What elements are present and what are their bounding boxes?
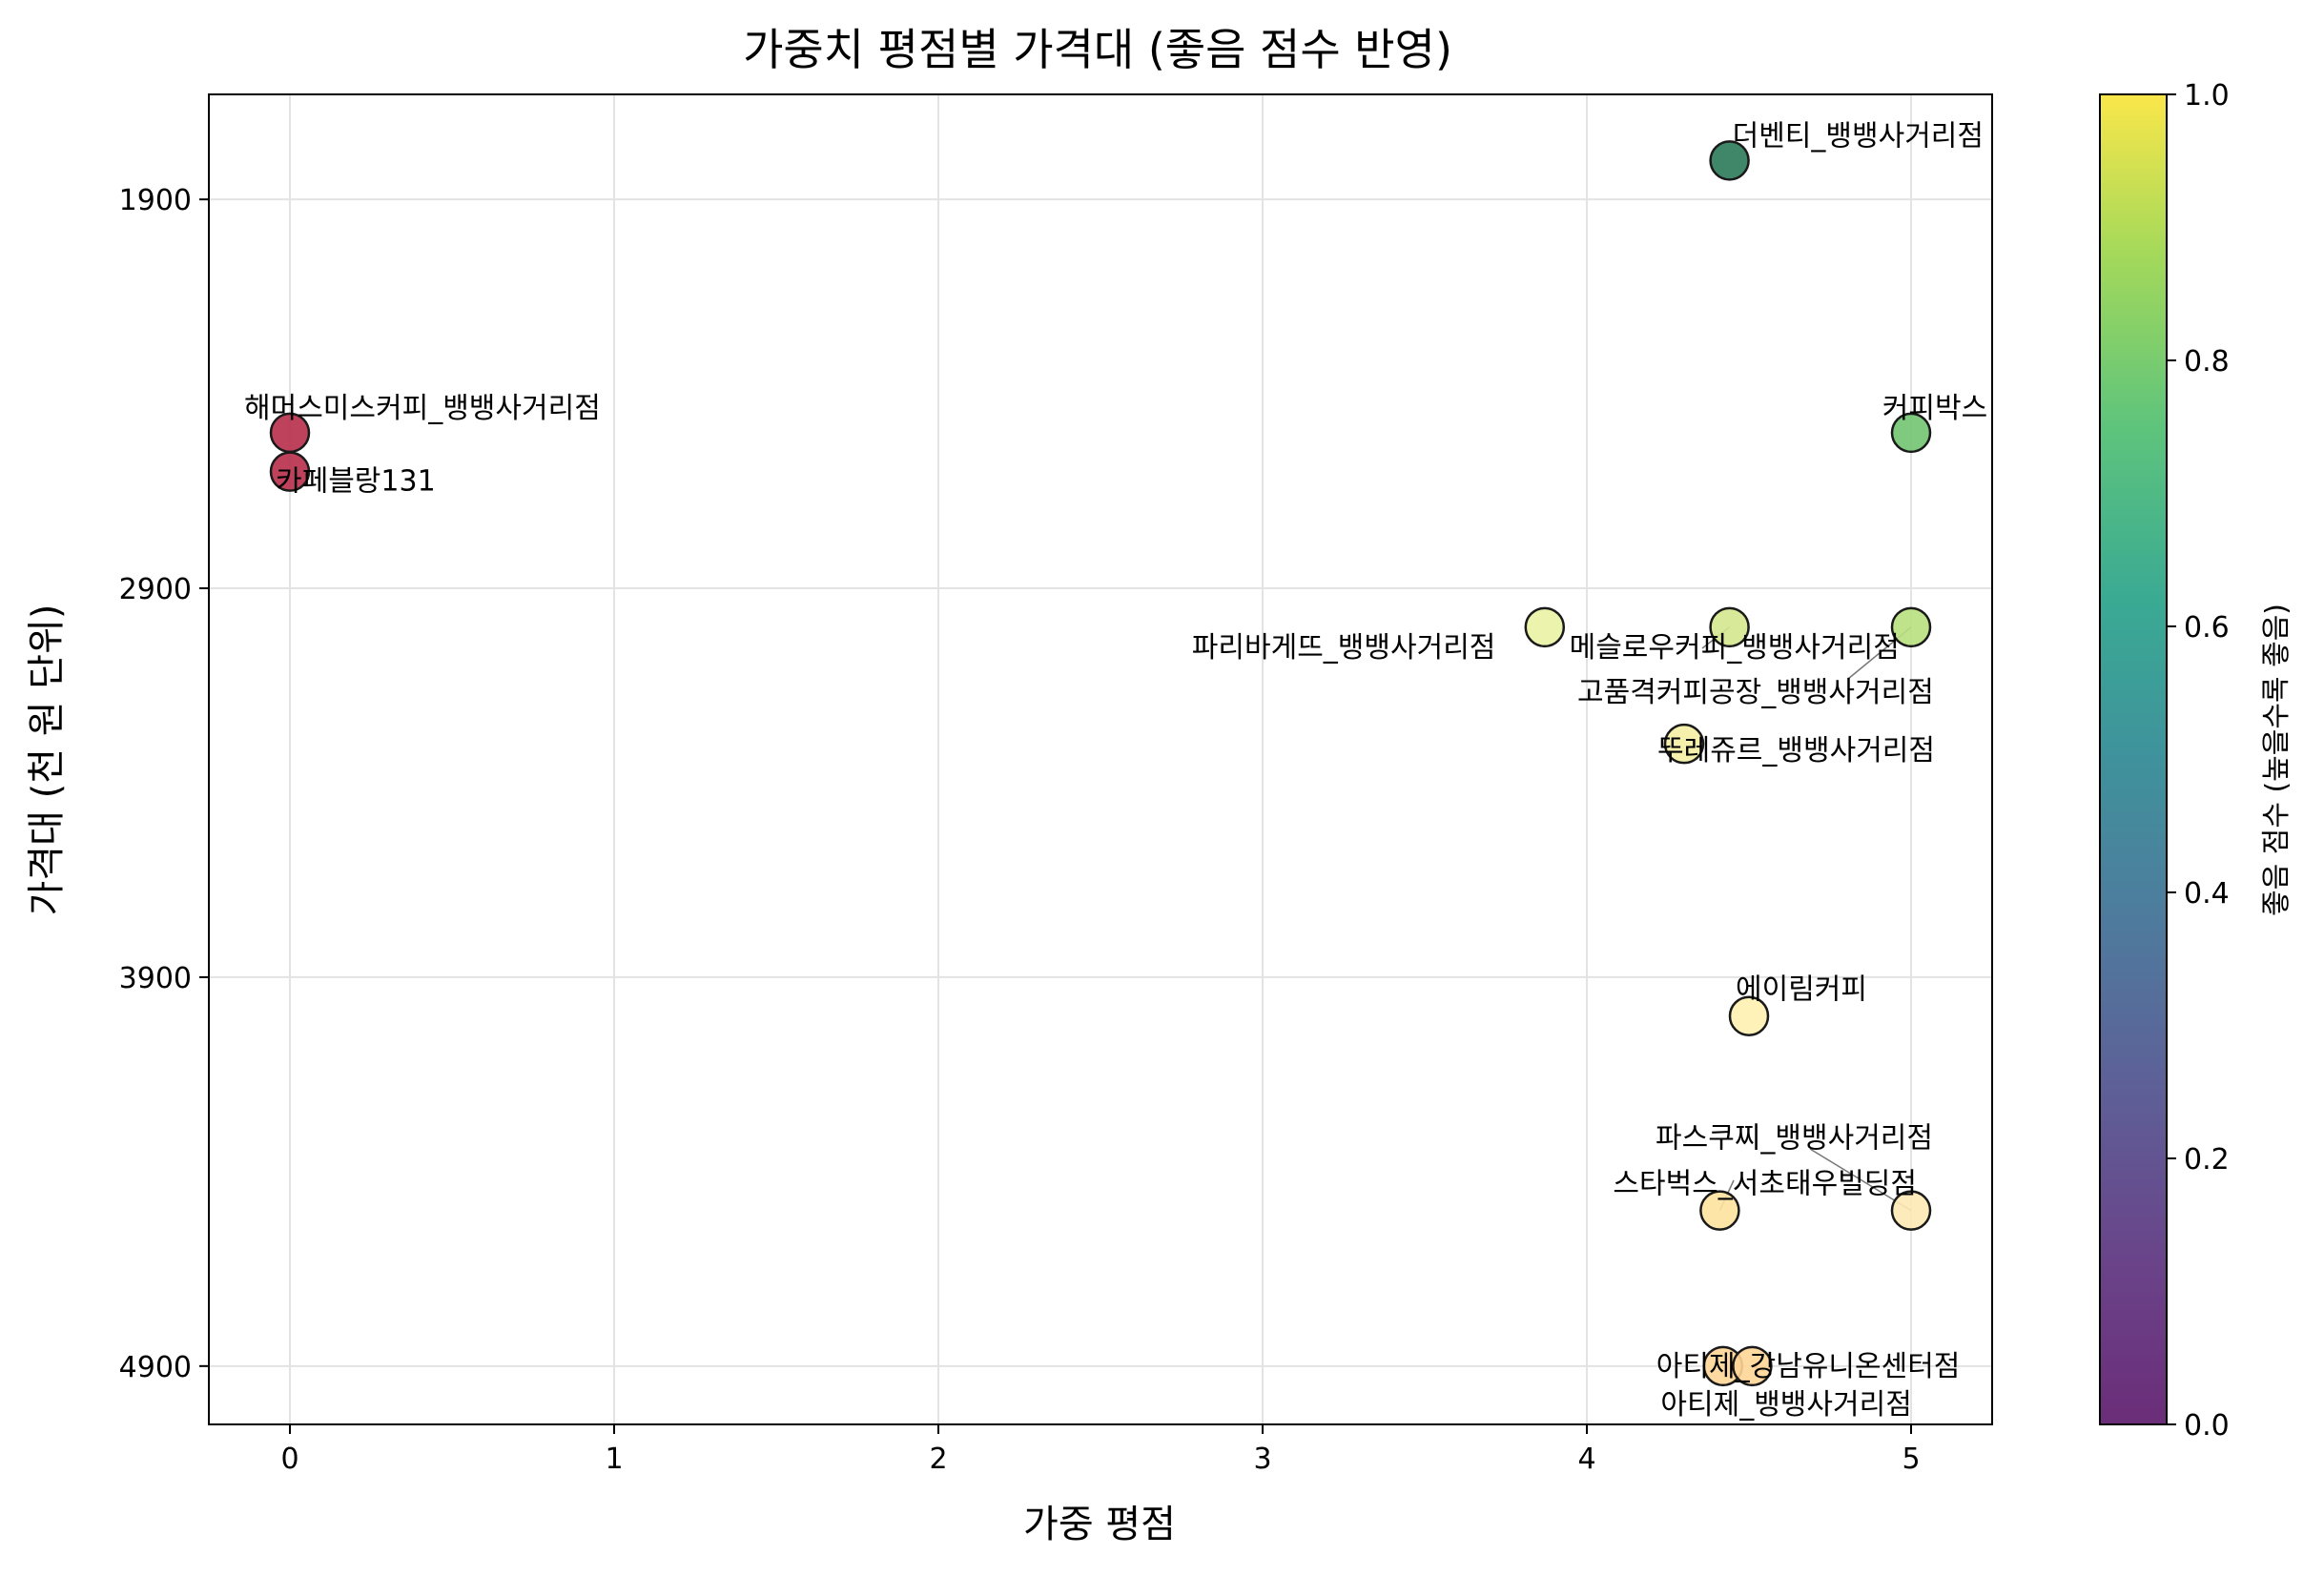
- point-label: 파리바게뜨_뱅뱅사거리점: [1192, 631, 1496, 665]
- y-axis: 1900 2900 3900 4900: [119, 184, 209, 1384]
- scatter-point: [1709, 140, 1750, 181]
- colorbar-tick-label: 0.8: [2184, 345, 2230, 379]
- scatter-point: [1732, 1345, 1773, 1387]
- x-axis-title: 가중 평점: [1023, 1503, 1176, 1546]
- colorbar-tick-label: 0.0: [2184, 1409, 2230, 1443]
- point-label: 커피박스: [1882, 392, 1987, 425]
- scatter-point: [1663, 723, 1705, 765]
- scatter-point: [1890, 606, 1932, 648]
- scatter-point: [1728, 995, 1770, 1036]
- colorbar-tick-label: 0.4: [2184, 877, 2230, 911]
- gridlines: [209, 94, 1992, 1424]
- point-label: 아티제_뱅뱅사거리점: [1660, 1388, 1911, 1422]
- point-label: 뚜레쥬르_뱅뱅사거리점: [1657, 734, 1935, 768]
- x-axis: 0 1 2 3 4 5: [280, 1424, 1921, 1476]
- y-tick-label: 1900: [119, 184, 192, 217]
- scatter-points: [269, 140, 1932, 1387]
- point-label: 고품격커피공장_뱅뱅사거리점: [1577, 676, 1934, 709]
- point-label: 해머스미스커피_뱅뱅사거리점: [244, 392, 601, 425]
- colorbar-title: 좋음 점수 (높을수록 좋음): [2260, 604, 2293, 916]
- chart-title: 가중치 평점별 가격대 (좋음 점수 반영): [743, 24, 1452, 75]
- scatter-point: [1524, 606, 1566, 648]
- colorbar-tick-label: 0.2: [2184, 1143, 2230, 1177]
- point-label: 스타벅스_서초태우빌딩점: [1613, 1168, 1917, 1201]
- point-label: 더벤티_뱅뱅사거리점: [1733, 119, 1984, 153]
- scatter-point: [1709, 606, 1750, 648]
- scatter-point: [1890, 412, 1932, 454]
- point-label: 카페블랑131: [276, 465, 436, 499]
- point-label: 에이림커피: [1736, 973, 1867, 1007]
- scatter-point: [269, 451, 311, 492]
- colorbar-gradient: [2099, 93, 2168, 1425]
- x-tick-label: 2: [929, 1443, 947, 1476]
- y-tick-label: 3900: [119, 962, 192, 995]
- point-label: 파스쿠찌_뱅뱅사거리점: [1656, 1122, 1933, 1156]
- x-tick-label: 4: [1577, 1443, 1595, 1476]
- point-label: 메슬로우커피_뱅뱅사거리점: [1570, 631, 1900, 665]
- colorbar-tick-label: 0.6: [2184, 611, 2230, 645]
- scatter-point: [1890, 1190, 1932, 1231]
- point-label: 아티제_강남유니온센터점: [1656, 1350, 1961, 1383]
- x-tick-label: 0: [280, 1443, 298, 1476]
- x-tick-label: 5: [1902, 1443, 1920, 1476]
- x-tick-label: 1: [605, 1443, 623, 1476]
- y-tick-label: 4900: [119, 1351, 192, 1384]
- scatter-point: [1699, 1190, 1740, 1231]
- y-tick-label: 2900: [119, 573, 192, 606]
- colorbar-ticks: 0.0 0.2 0.4 0.6 0.8 1.0: [2167, 79, 2230, 1443]
- x-tick-label: 3: [1253, 1443, 1271, 1476]
- plot-frame: [208, 93, 1993, 1425]
- y-axis-title: 가격대 (천 원 단위): [25, 604, 69, 916]
- colorbar: 0.0 0.2 0.4 0.6 0.8 1.0 좋음 점수 (높을수록 좋음): [2099, 79, 2293, 1443]
- colorbar-tick-label: 1.0: [2184, 79, 2230, 113]
